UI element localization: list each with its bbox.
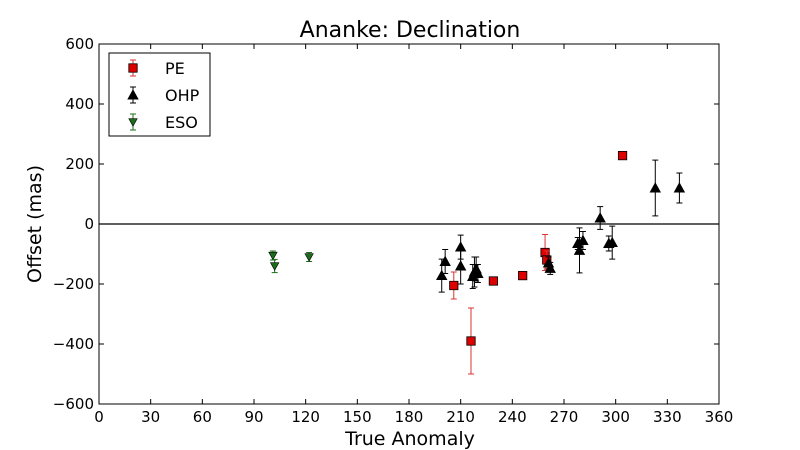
y-axis-label: Offset (mas) — [24, 165, 46, 283]
x-tick-label: 270 — [550, 408, 579, 426]
legend: PE OHP ESO — [108, 52, 211, 137]
x-tick-label: 0 — [94, 408, 104, 426]
legend-label-eso: ESO — [165, 113, 198, 132]
x-tick-label: 60 — [193, 408, 212, 426]
legend-box — [108, 52, 211, 137]
x-tick-label: 240 — [498, 408, 527, 426]
chart-title: Ananke: Declination — [300, 18, 521, 43]
data-point-ohp — [649, 182, 661, 193]
series-eso — [268, 250, 314, 274]
data-point-pe — [518, 270, 528, 281]
data-point-pe — [617, 150, 628, 161]
data-point-ohp — [673, 182, 686, 193]
legend-marker-ohp — [127, 89, 139, 100]
data-point-ohp — [454, 260, 467, 271]
x-tick-label: 90 — [244, 408, 263, 426]
y-tick-label: 600 — [65, 35, 94, 53]
data-point-ohp — [577, 234, 589, 245]
x-axis-label: True Anomaly — [344, 428, 475, 450]
x-tick-label: 120 — [291, 408, 320, 426]
series-ohp — [436, 159, 686, 293]
data-point-eso — [268, 251, 278, 261]
y-tick-label: 200 — [65, 155, 94, 173]
legend-label-ohp: OHP — [165, 86, 200, 105]
y-tick-label: 400 — [65, 95, 94, 113]
data-point-ohp — [454, 241, 467, 252]
plot-area-frame — [98, 43, 720, 405]
x-tick-label: 300 — [601, 408, 630, 426]
legend-marker-pe — [128, 63, 138, 73]
data-point-eso — [304, 253, 314, 262]
y-tick-label: −200 — [53, 275, 94, 293]
series-pe — [449, 150, 628, 375]
x-tick-label: 30 — [141, 408, 160, 426]
data-point-ohp — [544, 262, 556, 273]
data-point-pe — [449, 280, 459, 291]
data-point-pe — [488, 276, 498, 286]
data-point-ohp — [439, 255, 451, 266]
legend-label-pe: PE — [165, 59, 185, 78]
data-point-pe — [466, 336, 476, 346]
y-tick-label: −400 — [53, 335, 94, 353]
x-tick-label: 150 — [343, 408, 372, 426]
y-tick-label: 0 — [84, 215, 94, 233]
x-tick-label: 330 — [653, 408, 682, 426]
x-tick-label: 210 — [446, 408, 475, 426]
data-point-ohp — [606, 236, 618, 248]
legend-marker-eso — [128, 118, 138, 127]
data-point-ohp — [594, 212, 606, 223]
data-point-ohp — [436, 269, 448, 281]
x-tick-label: 180 — [395, 408, 424, 426]
x-tick-label: 360 — [705, 408, 734, 426]
y-tick-label: −600 — [53, 395, 94, 413]
data-point-eso — [269, 262, 280, 271]
data-point-ohp — [472, 267, 484, 278]
